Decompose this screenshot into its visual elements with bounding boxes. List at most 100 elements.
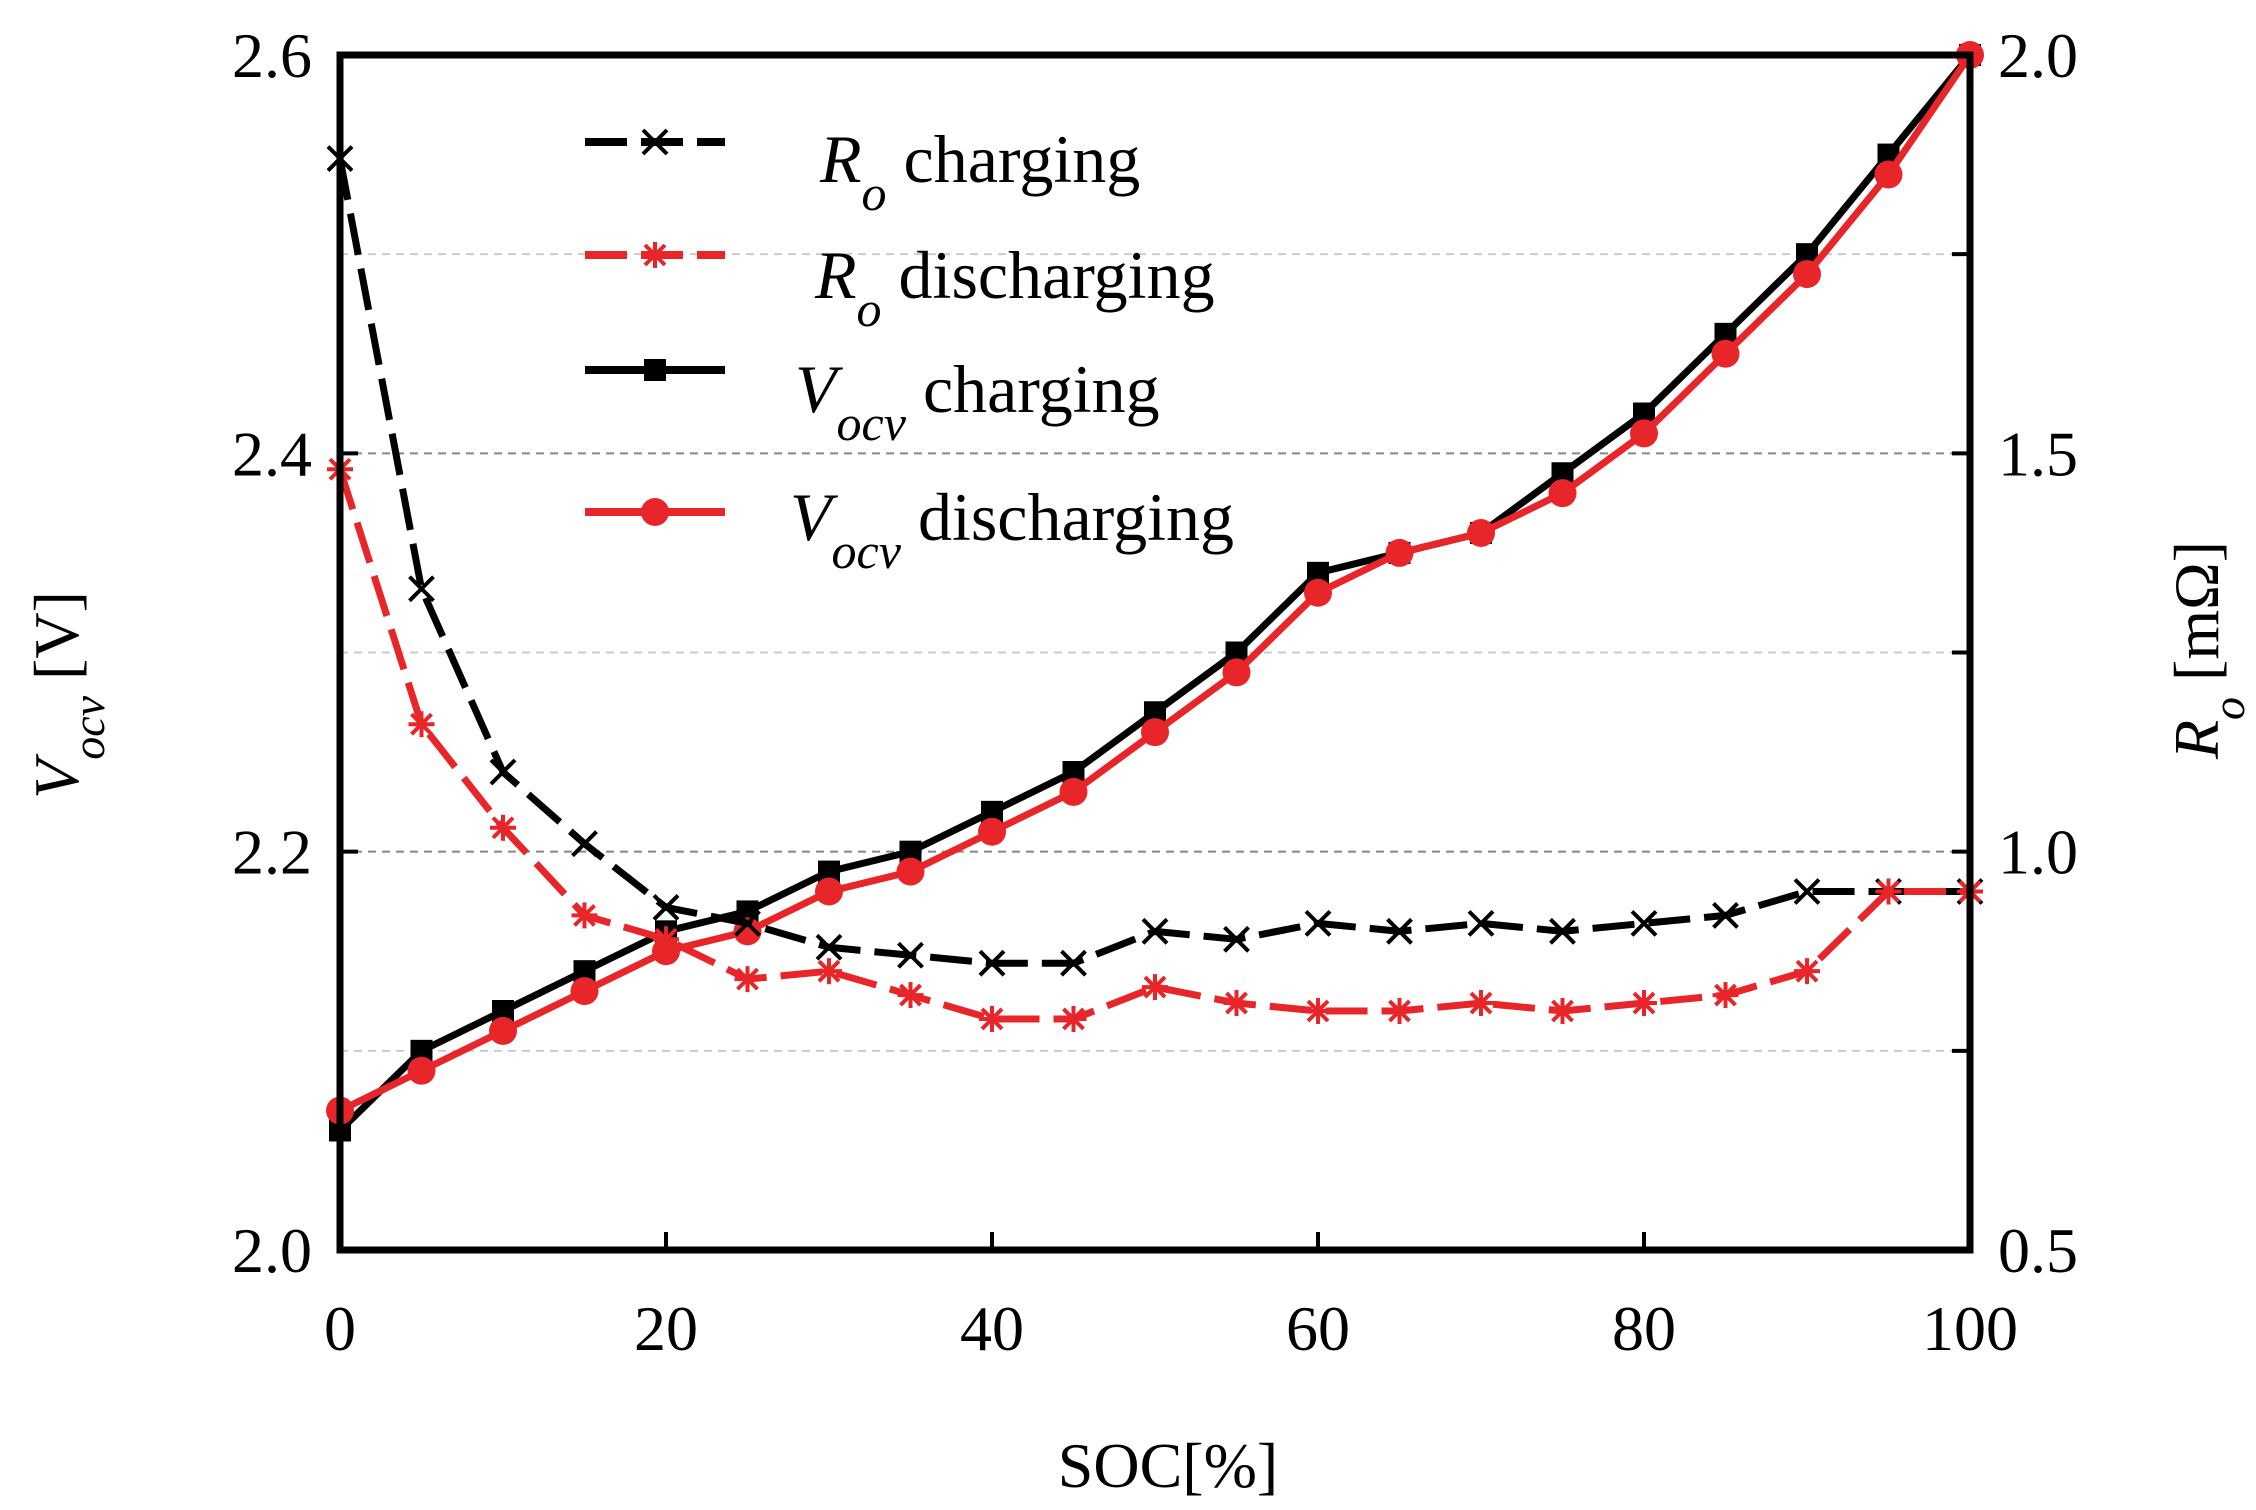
plot-series	[326, 41, 1984, 1142]
data-point-r0-discharging	[1875, 878, 1902, 905]
data-point-vocv-discharging	[407, 1056, 436, 1085]
y-axis-right-title: Ro [mΩ]	[2161, 541, 2254, 760]
data-point-vocv-discharging	[1385, 538, 1414, 567]
data-point-vocv-charging	[492, 1000, 514, 1022]
data-point-vocv-discharging	[1630, 419, 1658, 448]
data-point-vocv-discharging	[1141, 718, 1169, 747]
data-point-vocv-charging	[1062, 761, 1085, 783]
data-point-r0-discharging	[1305, 998, 1331, 1024]
data-point-r0-charging	[1549, 917, 1576, 945]
legend-marker-r0-charging	[641, 128, 669, 156]
y-right-tick-label: 1.0	[1998, 817, 2078, 888]
data-point-vocv-discharging	[1874, 160, 1903, 189]
data-point-r0-charging	[1141, 917, 1169, 945]
data-point-vocv-discharging	[1793, 260, 1821, 289]
data-point-vocv-charging	[818, 860, 840, 883]
data-point-r0-discharging	[897, 982, 924, 1009]
data-point-r0-discharging	[1142, 974, 1168, 1001]
data-point-r0-discharging	[816, 958, 842, 985]
x-tick-label: 60	[1286, 1293, 1350, 1364]
data-point-vocv-charging	[981, 800, 1003, 823]
data-point-r0-discharging	[490, 814, 516, 841]
x-axis-title: SOC[%]	[1058, 1430, 1278, 1501]
data-point-r0-discharging	[1386, 998, 1413, 1024]
data-point-vocv-charging	[1633, 402, 1655, 425]
data-point-vocv-charging	[1225, 641, 1248, 664]
series-vocv-discharging	[326, 41, 1984, 1125]
data-point-r0-charging	[978, 949, 1006, 977]
data-point-vocv-charging	[1714, 322, 1737, 345]
axes: 0 20 40 60 80 100 2.0 2.2 2.4 2.6 0.5 1.0 1.5 2.0	[232, 20, 2078, 1364]
data-point-r0-charging	[1386, 917, 1413, 945]
y-right-tick-label: 0.5	[1998, 1215, 2078, 1286]
y-left-tick-label: 2.4	[232, 418, 312, 489]
data-point-r0-charging	[1060, 949, 1087, 977]
data-point-r0-discharging	[1794, 958, 1820, 985]
legend-label-r0-charging: Ro charging	[819, 121, 1140, 221]
data-point-vocv-charging	[410, 1039, 433, 1062]
data-point-vocv-discharging	[1222, 658, 1251, 687]
data-point-r0-charging	[897, 941, 924, 969]
data-point-vocv-discharging	[1711, 339, 1740, 368]
legend-marker-vocv-discharging	[641, 498, 669, 526]
data-point-r0-discharging	[571, 902, 598, 929]
legend: Ro charging Ro discharging Vocv charging…	[585, 121, 1234, 579]
data-point-vocv-discharging	[896, 857, 925, 886]
legend-marker-r0-discharging	[642, 242, 668, 268]
data-point-r0-discharging	[408, 711, 435, 738]
data-point-r0-charging	[408, 575, 435, 603]
y-left-tick-label: 2.0	[232, 1215, 312, 1286]
data-point-r0-charging	[1467, 909, 1495, 937]
data-point-vocv-discharging	[815, 877, 843, 906]
data-point-r0-discharging	[653, 926, 679, 953]
data-point-r0-discharging	[1631, 990, 1657, 1017]
data-point-r0-charging	[815, 933, 843, 961]
data-point-r0-discharging	[1060, 1005, 1087, 1032]
y-axis-left-title: Vocv [V]	[21, 591, 114, 799]
data-point-vocv-discharging	[1059, 777, 1088, 806]
data-point-vocv-charging	[1307, 561, 1329, 584]
y-left-tick-label: 2.6	[232, 20, 312, 91]
x-tick-label: 0	[324, 1293, 356, 1364]
data-point-vocv-discharging	[570, 977, 599, 1006]
y-right-tick-label: 2.0	[1998, 20, 2078, 91]
x-tick-label: 80	[1612, 1293, 1676, 1364]
data-point-vocv-charging	[1144, 701, 1166, 724]
data-point-vocv-discharging	[489, 1016, 517, 1045]
data-point-r0-discharging	[1468, 990, 1494, 1017]
data-point-r0-charging	[652, 894, 680, 921]
data-point-vocv-discharging	[1467, 519, 1495, 547]
data-point-r0-discharging	[1223, 990, 1250, 1017]
data-point-r0-discharging	[1549, 998, 1576, 1024]
data-point-r0-charging	[571, 830, 598, 858]
data-point-vocv-charging	[1877, 143, 1900, 166]
data-point-r0-charging	[1712, 901, 1739, 929]
y-right-tick-label: 1.5	[1998, 418, 2078, 489]
data-point-vocv-charging	[573, 960, 596, 983]
x-tick-label: 100	[1922, 1293, 2018, 1364]
series-line-vocv-discharging	[338, 53, 1973, 1114]
data-point-vocv-charging	[1796, 243, 1818, 266]
data-point-vocv-discharging	[978, 817, 1006, 846]
data-point-r0-discharging	[1712, 982, 1739, 1009]
data-point-vocv-discharging	[1548, 479, 1577, 508]
data-point-r0-charging	[1630, 909, 1658, 937]
data-point-vocv-discharging	[1304, 578, 1332, 607]
data-point-r0-charging	[489, 758, 517, 786]
x-tick-label: 40	[960, 1293, 1024, 1364]
legend-label-vocv-charging: Vocv charging	[795, 351, 1160, 451]
data-point-vocv-charging	[899, 840, 922, 863]
data-point-vocv-charging	[1551, 462, 1574, 485]
x-tick-label: 20	[634, 1293, 698, 1364]
y-left-tick-label: 2.2	[232, 817, 312, 888]
data-point-r0-discharging	[734, 966, 761, 993]
legend-label-vocv-discharging: Vocv discharging	[790, 479, 1234, 579]
data-point-r0-charging	[1223, 925, 1250, 953]
legend-marker-vocv-charging	[644, 359, 666, 381]
data-point-r0-charging	[1304, 909, 1332, 937]
data-point-r0-charging	[734, 909, 761, 937]
legend-marks	[585, 128, 725, 526]
data-point-r0-discharging	[979, 1005, 1005, 1032]
series-line-r0-discharging	[336, 468, 1970, 1023]
